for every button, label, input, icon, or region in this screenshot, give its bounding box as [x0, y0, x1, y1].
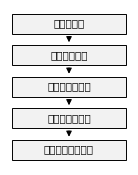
- FancyBboxPatch shape: [12, 140, 126, 160]
- FancyBboxPatch shape: [12, 77, 126, 97]
- Text: 求取光流矢量: 求取光流矢量: [50, 50, 88, 60]
- FancyBboxPatch shape: [12, 45, 126, 65]
- Text: 异常拥挤行为判别: 异常拥挤行为判别: [44, 145, 94, 155]
- Text: 获取视频帧: 获取视频帧: [53, 19, 85, 29]
- Text: 求取相互作用力: 求取相互作用力: [47, 82, 91, 92]
- FancyBboxPatch shape: [12, 14, 126, 34]
- Text: 直方图熵值分析: 直方图熵值分析: [47, 113, 91, 123]
- FancyBboxPatch shape: [12, 108, 126, 128]
